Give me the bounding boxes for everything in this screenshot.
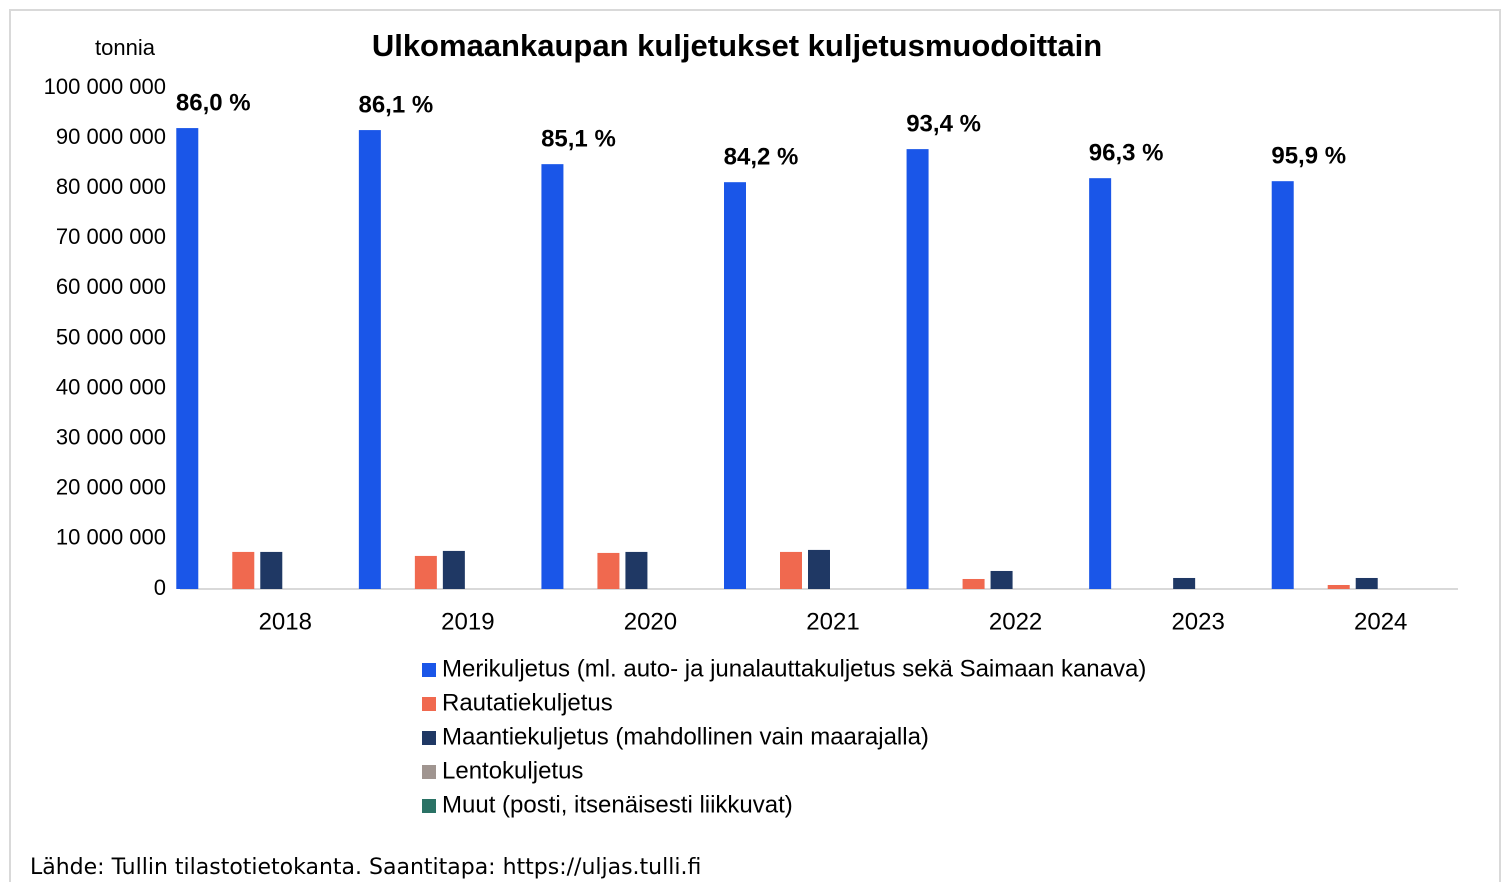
- bar: [414, 555, 437, 589]
- legend-label: Lentokuljetus: [442, 757, 583, 784]
- x-tick-label: 2019: [441, 608, 494, 635]
- bar: [358, 130, 381, 590]
- bar: [808, 549, 830, 589]
- source-note: Lähde: Tullin tilastotietokanta. Saantit…: [30, 855, 701, 880]
- bar: [906, 149, 929, 589]
- share-label: 95,9 %: [1271, 143, 1346, 170]
- y-tick-label: 90 000 000: [56, 124, 166, 149]
- bar: [625, 551, 648, 589]
- chart-frame: [9, 9, 1501, 882]
- legend-swatch: [422, 799, 436, 813]
- legend-swatch: [422, 765, 436, 779]
- bar: [1327, 584, 1350, 589]
- legend-swatch: [422, 663, 436, 677]
- legend-label: Merikuljetus (ml. auto- ja junalauttakul…: [442, 655, 1146, 682]
- bar: [990, 570, 1013, 589]
- x-tick-label: 2021: [806, 608, 859, 635]
- bar: [780, 551, 802, 589]
- bar: [541, 164, 564, 590]
- y-tick-label: 10 000 000: [56, 525, 166, 550]
- x-tick-label: 2024: [1354, 608, 1407, 635]
- y-tick-label: 40 000 000: [56, 374, 166, 399]
- y-tick-label: 70 000 000: [56, 224, 166, 249]
- bar: [1173, 577, 1196, 589]
- legend-label: Rautatiekuljetus: [442, 689, 613, 716]
- bar: [597, 552, 620, 589]
- share-label: 84,2 %: [724, 144, 799, 171]
- y-axis-label: tonnia: [95, 35, 156, 60]
- legend-swatch: [422, 697, 436, 711]
- x-tick-label: 2018: [259, 608, 312, 635]
- legend-label: Maantiekuljetus (mahdollinen vain maaraj…: [442, 723, 929, 750]
- y-tick-label: 0: [154, 575, 166, 600]
- bar: [1089, 178, 1112, 589]
- y-tick-label: 80 000 000: [56, 174, 166, 199]
- y-tick-label: 30 000 000: [56, 425, 166, 450]
- bar: [232, 551, 255, 589]
- bar: [724, 182, 746, 590]
- share-label: 85,1 %: [541, 125, 616, 152]
- bar: [1355, 577, 1378, 589]
- y-tick-label: 60 000 000: [56, 274, 166, 299]
- legend-swatch: [422, 731, 436, 745]
- x-tick-label: 2023: [1171, 608, 1224, 635]
- y-tick-label: 20 000 000: [56, 475, 166, 500]
- chart-title: Ulkomaankaupan kuljetukset kuljetusmuodo…: [372, 28, 1102, 63]
- share-label: 86,1 %: [358, 91, 433, 118]
- legend-label: Muut (posti, itsenäisesti liikkuvat): [442, 791, 793, 818]
- share-label: 86,0 %: [176, 89, 251, 116]
- x-tick-label: 2022: [989, 608, 1042, 635]
- bar: [176, 128, 199, 589]
- share-label: 93,4 %: [906, 110, 981, 137]
- y-tick-label: 50 000 000: [56, 324, 166, 349]
- y-tick-label: 100 000 000: [44, 74, 166, 99]
- bar: [1271, 181, 1294, 589]
- bar: [962, 578, 985, 589]
- x-tick-label: 2020: [624, 608, 677, 635]
- share-label: 96,3 %: [1089, 140, 1164, 167]
- bar: [442, 550, 465, 589]
- bar: [260, 551, 283, 589]
